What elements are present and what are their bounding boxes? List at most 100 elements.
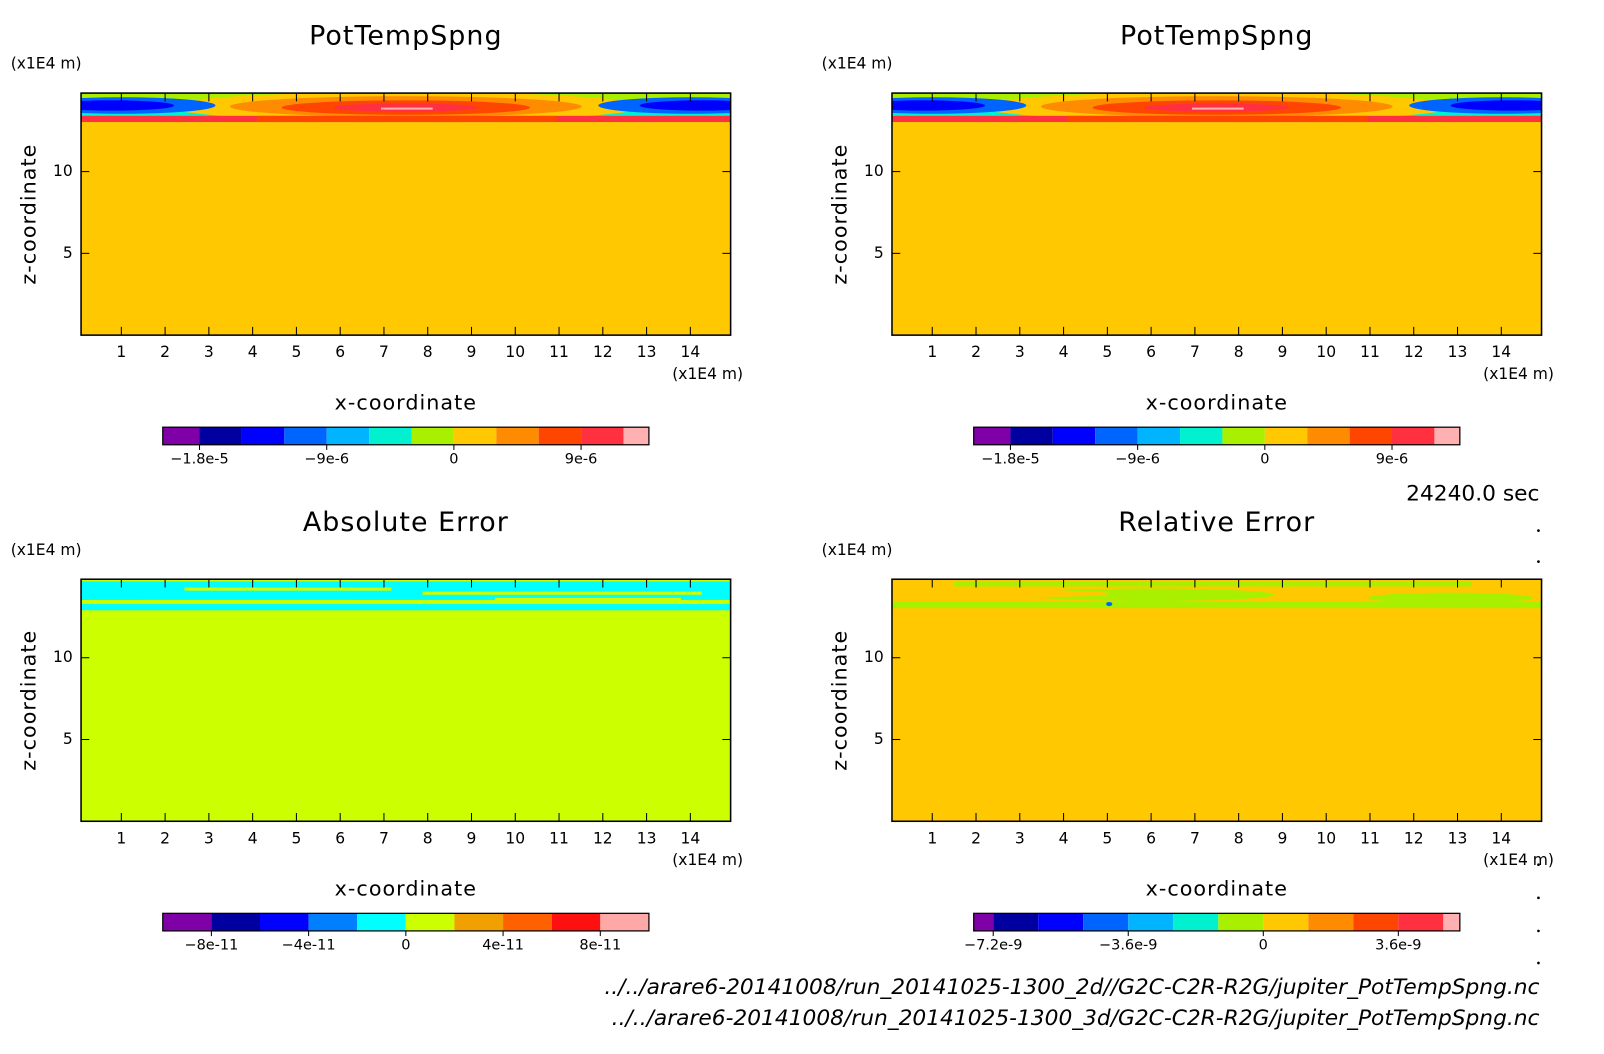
file-path: ../../arare6-20141008/run_20141025-1300_… <box>604 975 1539 1000</box>
colorbar-tick-label: 9e-6 <box>565 451 598 467</box>
colorbar-segment <box>1218 913 1264 931</box>
colorbar-tick-label: 0 <box>449 451 458 467</box>
x-tick-label: 12 <box>593 829 613 847</box>
x-tick-label: 14 <box>1491 829 1511 847</box>
contour-fill <box>81 93 731 336</box>
dots <box>1537 529 1540 965</box>
y-unit: (x1E4 m) <box>11 55 82 73</box>
x-tick-label: 8 <box>1234 829 1244 847</box>
panel: PotTempSpng (x1E4 m) (x1E4 m) x-coordinate z… <box>822 21 1554 468</box>
colorbar-segment <box>453 427 497 445</box>
colorbar-segment <box>973 427 1011 445</box>
colorbar-segment <box>551 913 601 931</box>
panel: PotTempSpng (x1E4 m) (x1E4 m) x-coordinate z… <box>11 21 743 468</box>
panel: Absolute Error (x1E4 m) (x1E4 m) x-coordina… <box>11 507 743 954</box>
x-tick-label: 13 <box>637 343 657 361</box>
colorbar-tick-label: −9e-6 <box>1115 451 1160 467</box>
colorbar-segment <box>1443 913 1460 931</box>
chart-title: Absolute Error <box>303 507 509 538</box>
colorbar-segment <box>199 427 242 445</box>
x-tick-label: 2 <box>971 829 981 847</box>
x-tick-label: 14 <box>1491 343 1511 361</box>
y-unit: (x1E4 m) <box>822 55 893 73</box>
colorbar-tick-label: −8e-11 <box>184 937 238 953</box>
y-tick-label: 10 <box>864 648 884 666</box>
colorbar-segment <box>241 427 285 445</box>
x-tick-label: 12 <box>1404 829 1424 847</box>
contour-fill <box>184 587 392 591</box>
x-tick-label: 6 <box>335 829 345 847</box>
y-tick-label: 10 <box>864 162 884 180</box>
colorbar-segment <box>1434 427 1460 445</box>
colorbar-segment <box>1353 913 1399 931</box>
chart-title: PotTempSpng <box>309 21 502 52</box>
y-axis-label: z-coordinate <box>827 630 851 771</box>
x-tick-label: 14 <box>680 829 700 847</box>
x-unit: (x1E4 m) <box>1483 365 1554 383</box>
colorbar-segment <box>1222 427 1265 445</box>
x-axis-label: x-coordinate <box>1146 390 1288 414</box>
colorbar-segment <box>411 427 454 445</box>
y-axis-label: z-coordinate <box>16 144 40 285</box>
x-tick-label: 10 <box>505 343 525 361</box>
x-axis-label: x-coordinate <box>1146 877 1288 901</box>
chart-title: Relative Error <box>1118 507 1315 538</box>
contour-fill <box>81 581 731 600</box>
colorbar-segment <box>357 913 406 931</box>
contour-fill <box>143 599 350 604</box>
x-tick-label: 9 <box>467 343 477 361</box>
colorbar-tick-label: 9e-6 <box>1376 451 1409 467</box>
x-tick-label: 1 <box>116 829 126 847</box>
x-tick-label: 13 <box>1448 343 1468 361</box>
contour-fill <box>422 591 702 595</box>
y-axis-label: z-coordinate <box>827 144 851 285</box>
x-tick-label: 6 <box>1146 343 1156 361</box>
x-tick-label: 2 <box>160 829 170 847</box>
contour-fill <box>1067 115 1368 123</box>
y-unit: (x1E4 m) <box>822 541 893 559</box>
field <box>891 93 1542 336</box>
contour-fill <box>891 579 1542 822</box>
colorbar-tick-label: 3.6e-9 <box>1375 937 1421 953</box>
x-tick-label: 10 <box>1316 343 1336 361</box>
x-tick-label: 4 <box>248 343 258 361</box>
colorbar-tick-label: 8e-11 <box>579 937 621 953</box>
x-tick-label: 11 <box>1360 829 1380 847</box>
colorbar-segment <box>1052 427 1096 445</box>
colorbar-segment <box>496 427 539 445</box>
x-unit: (x1E4 m) <box>672 365 743 383</box>
colorbar-segment <box>1137 427 1181 445</box>
x-tick-label: 8 <box>1234 343 1244 361</box>
chart-title: PotTempSpng <box>1120 21 1313 52</box>
contour-fill <box>891 93 1542 336</box>
x-tick-label: 12 <box>593 343 613 361</box>
x-axis-label: x-coordinate <box>335 390 477 414</box>
contour-fill <box>954 581 1472 587</box>
colorbar-segment <box>162 427 200 445</box>
x-tick-label: 4 <box>248 829 258 847</box>
plot-frame <box>891 92 1543 336</box>
contour-fill <box>639 100 731 111</box>
field <box>81 93 731 336</box>
x-tick-label: 9 <box>1277 343 1287 361</box>
y-axis-label: z-coordinate <box>16 630 40 771</box>
colorbar-segment <box>308 913 358 931</box>
x-tick-label: 7 <box>1190 343 1200 361</box>
colorbar-segment <box>993 913 1039 931</box>
x-tick-label: 8 <box>423 829 433 847</box>
x-tick-label: 11 <box>1360 343 1380 361</box>
x-tick-label: 8 <box>423 343 433 361</box>
x-tick-label: 1 <box>116 343 126 361</box>
field <box>81 579 731 822</box>
contour-fill <box>1367 592 1534 604</box>
colorbar-segment <box>1308 913 1354 931</box>
colorbar-segment <box>538 427 582 445</box>
colorbar-tick-label: 0 <box>401 937 410 953</box>
colorbar-tick-label: −1.8e-5 <box>170 451 228 467</box>
contour-fill <box>81 579 731 822</box>
contour-fill <box>81 100 175 111</box>
colorbar-segment <box>1307 427 1350 445</box>
panel: Relative Error (x1E4 m) (x1E4 m) x-coordina… <box>822 507 1554 954</box>
colorbar-tick-label: 0 <box>1260 451 1269 467</box>
contour-fill <box>81 604 731 611</box>
